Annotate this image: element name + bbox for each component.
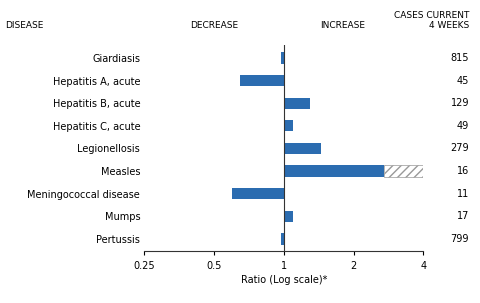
Bar — [283, 211, 293, 222]
Bar — [283, 98, 310, 109]
X-axis label: Ratio (Log scale)*: Ratio (Log scale)* — [240, 275, 326, 285]
Text: INCREASE: INCREASE — [320, 21, 365, 30]
Bar — [283, 143, 321, 154]
Text: 17: 17 — [456, 211, 468, 221]
Text: 11: 11 — [456, 189, 468, 199]
Text: 16: 16 — [456, 166, 468, 176]
Text: CASES CURRENT
4 WEEKS: CASES CURRENT 4 WEEKS — [393, 11, 468, 30]
Bar — [283, 165, 383, 177]
Text: 279: 279 — [449, 143, 468, 154]
Bar — [232, 188, 283, 199]
Text: DECREASE: DECREASE — [190, 21, 238, 30]
Text: 815: 815 — [450, 53, 468, 63]
Text: DISEASE: DISEASE — [5, 21, 43, 30]
Bar — [280, 52, 283, 64]
Text: 129: 129 — [450, 98, 468, 108]
Bar — [280, 233, 283, 245]
Text: 49: 49 — [456, 121, 468, 131]
Text: 799: 799 — [450, 234, 468, 244]
Text: 45: 45 — [456, 75, 468, 85]
Bar — [283, 120, 293, 132]
Bar — [240, 75, 283, 86]
Bar — [383, 165, 422, 177]
